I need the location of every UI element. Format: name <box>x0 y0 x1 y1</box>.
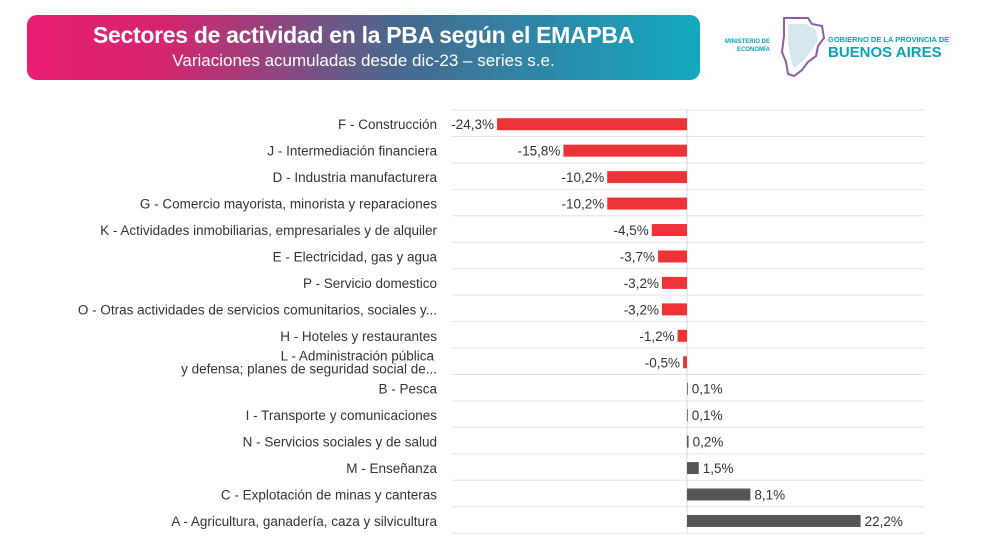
value-label: 0,2% <box>693 435 724 450</box>
category-label: K - Actividades inmobiliarias, empresari… <box>100 223 437 238</box>
category-label: F - Construcción <box>338 117 437 132</box>
value-label: 0,1% <box>692 408 723 423</box>
bar <box>687 462 699 475</box>
category-label: M - Enseñanza <box>346 461 437 476</box>
bar <box>661 276 687 289</box>
bar <box>607 197 687 210</box>
ministry-label: MINISTERIO DE ECONOMÍA <box>724 39 770 53</box>
category-label: E - Electricidad, gas y agua <box>273 249 438 264</box>
category-label: A - Agricultura, ganadería, caza y silvi… <box>171 514 437 529</box>
category-label: N - Servicios sociales y de salud <box>243 435 437 450</box>
title-banner: Sectores de actividad en la PBA según el… <box>27 15 700 80</box>
value-label: 1,5% <box>703 461 734 476</box>
value-label: -24,3% <box>451 117 494 132</box>
bar <box>687 435 689 448</box>
bar <box>687 488 751 501</box>
value-label: 22,2% <box>865 514 903 529</box>
bar <box>683 356 687 369</box>
value-label: -4,5% <box>614 223 649 238</box>
category-label: G - Comercio mayorista, minorista y repa… <box>140 197 437 212</box>
category-label: J - Intermediación financiera <box>267 144 437 159</box>
gov-label: GOBIERNO DE LA PROVINCIA DE <box>828 35 950 44</box>
province-logo: MINISTERIO DE ECONOMÍA GOBIERNO DE LA PR… <box>718 16 958 80</box>
category-label: I - Transporte y comunicaciones <box>246 408 438 423</box>
value-label: -0,5% <box>645 355 680 370</box>
province-map-icon <box>780 17 826 78</box>
category-label: H - Hoteles y restaurantes <box>280 329 437 344</box>
bar <box>658 250 687 263</box>
value-label: -3,2% <box>624 302 659 317</box>
chart-title: Sectores de actividad en la PBA según el… <box>92 22 635 48</box>
category-label: B - Pesca <box>378 382 437 397</box>
value-label: -3,7% <box>620 249 655 264</box>
category-label: L - Administración pública <box>281 348 435 363</box>
bar <box>651 224 687 237</box>
chart-subtitle: Variaciones acumuladas desde dic-23 – se… <box>172 51 555 70</box>
value-label: -1,2% <box>639 329 674 344</box>
category-label: y defensa; planes de seguridad social de… <box>181 361 437 376</box>
value-label: 0,1% <box>692 382 723 397</box>
category-label: D - Industria manufacturera <box>273 170 438 185</box>
category-label: C - Explotación de minas y canteras <box>221 488 437 503</box>
bar <box>687 514 861 527</box>
bar <box>607 171 687 184</box>
bar <box>661 303 687 316</box>
bar <box>687 382 688 395</box>
value-label: -10,2% <box>561 197 604 212</box>
value-label: -3,2% <box>624 276 659 291</box>
value-label: -15,8% <box>518 144 561 159</box>
bar <box>496 118 687 131</box>
province-label: BUENOS AIRES <box>828 44 942 61</box>
value-label: -10,2% <box>561 170 604 185</box>
bar <box>687 409 688 422</box>
category-label: O - Otras actividades de servicios comun… <box>78 302 437 317</box>
value-label: 8,1% <box>754 488 785 503</box>
category-label: P - Servicio domestico <box>303 276 437 291</box>
bar <box>677 329 687 342</box>
bar <box>563 144 687 157</box>
